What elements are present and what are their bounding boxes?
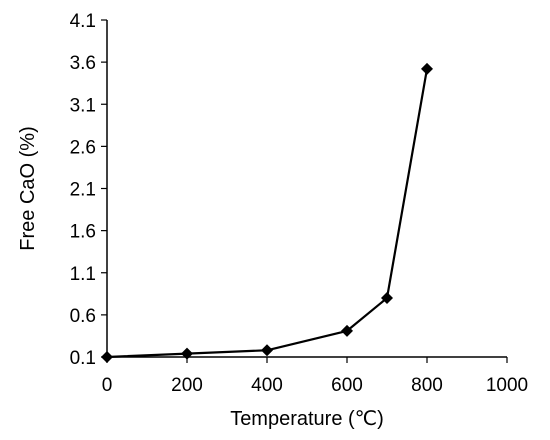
y-tick-label: 0.1	[70, 348, 96, 369]
y-tick-label: 0.6	[70, 306, 96, 327]
y-tick-label: 2.6	[70, 137, 96, 158]
y-axis-label: Free CaO (%)	[17, 126, 39, 250]
x-tick-label: 600	[331, 375, 363, 396]
data-point	[381, 292, 393, 305]
x-axis-label: Temperature (℃)	[230, 408, 384, 430]
x-tick-label: 0	[102, 375, 113, 396]
y-tick-label: 4.1	[70, 11, 96, 32]
data-point	[181, 347, 193, 360]
y-ticks: 0.1 0.6 1.1 1.6 2.1 2.6 3.1 3.6 4.1	[70, 11, 107, 369]
x-tick-label: 800	[411, 375, 443, 396]
x-tick-label: 200	[171, 375, 203, 396]
y-tick-label: 1.1	[70, 264, 96, 285]
data-point	[261, 344, 273, 357]
series-line	[106, 68, 429, 359]
x-ticks: 0 200 400 600 800 1000	[102, 357, 528, 396]
y-tick-label: 2.1	[70, 180, 96, 201]
data-point	[421, 62, 433, 75]
y-tick-label: 3.6	[70, 53, 96, 74]
x-tick-label: 400	[251, 375, 283, 396]
marker-group	[101, 62, 433, 363]
y-tick-label: 3.1	[70, 95, 96, 116]
series-line-group	[106, 68, 429, 359]
axes	[106, 20, 507, 358]
y-tick-label: 1.6	[70, 222, 96, 243]
data-point	[101, 351, 113, 363]
x-tick-label: 1000	[486, 375, 528, 396]
data-point	[341, 324, 353, 337]
